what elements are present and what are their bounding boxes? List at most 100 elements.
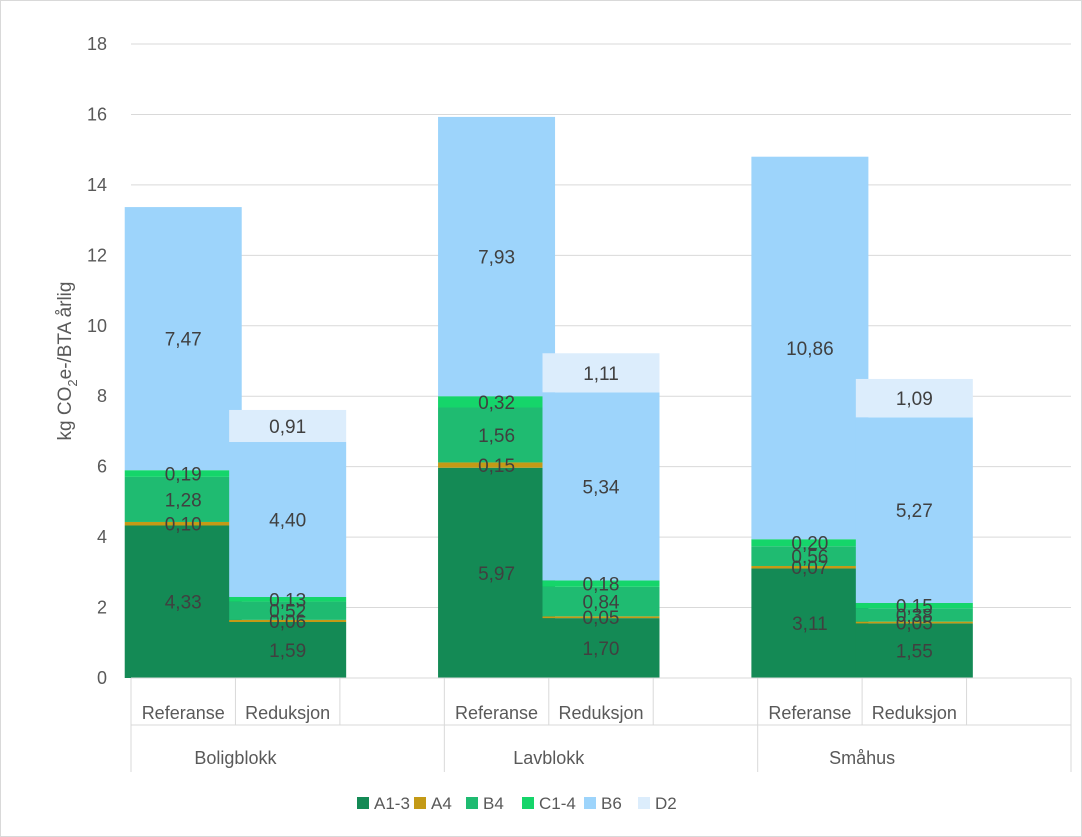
legend-swatch-b4 (466, 797, 478, 809)
y-tick-label: 6 (97, 457, 107, 477)
data-label: 0,10 (165, 515, 202, 536)
data-label: 0,52 (269, 602, 306, 623)
x-group-label: Boligblokk (194, 748, 277, 768)
y-tick-label: 10 (87, 316, 107, 336)
bar-b6-3 (542, 392, 660, 581)
x-category-label: Referanse (142, 703, 225, 723)
data-label: 0,19 (165, 465, 202, 486)
y-tick-label: 2 (97, 598, 107, 618)
legend: A1-3 A4 B4 C1-4 B6 D2 (357, 794, 677, 813)
bar-d2-1 (229, 409, 347, 443)
bar-a4-0 (124, 521, 242, 526)
bar-c1-4-1 (229, 596, 347, 602)
legend-swatch-c1-4 (522, 797, 534, 809)
bar-b4-4 (751, 546, 869, 566)
legend-label: B4 (483, 794, 504, 813)
x-category-label: Referanse (455, 703, 538, 723)
data-label: 5,34 (583, 477, 620, 498)
legend-swatch-a4 (414, 797, 426, 809)
bar-b4-0 (124, 476, 242, 522)
data-label: 1,11 (583, 364, 619, 385)
data-label: 0,15 (896, 597, 933, 618)
bar-b6-5 (855, 417, 973, 603)
data-label: 0,05 (896, 614, 933, 635)
data-label: 0,06 (269, 612, 306, 633)
y-tick-label: 8 (97, 386, 107, 406)
bar-b4-1 (229, 601, 347, 620)
data-label: 5,27 (896, 501, 933, 522)
bar-b4-2 (438, 407, 556, 463)
data-label: 1,09 (896, 389, 933, 410)
bar-c1-4-0 (124, 470, 242, 477)
legend-swatch-d2 (638, 797, 650, 809)
bar-a1-3-4 (751, 568, 869, 678)
data-label: 10,86 (786, 339, 834, 360)
bar-b6-0 (124, 207, 242, 471)
bars (124, 116, 973, 678)
x-category-label: Referanse (768, 703, 851, 723)
data-label: 1,55 (896, 642, 933, 663)
data-label: 0,32 (478, 393, 515, 414)
x-category-label: Reduksjon (245, 703, 330, 723)
legend-label: A4 (431, 794, 452, 813)
bar-b6-4 (751, 156, 869, 540)
y-tick-label: 12 (87, 245, 107, 265)
legend-swatch-b6 (584, 797, 596, 809)
bar-b6-1 (229, 442, 347, 597)
y-tick-label: 0 (97, 668, 107, 688)
data-label: 3,11 (792, 614, 828, 635)
x-category-label: Reduksjon (872, 703, 957, 723)
data-label: 5,97 (478, 564, 515, 585)
legend-label: D2 (655, 794, 677, 813)
legend-label: B6 (601, 794, 622, 813)
x-group-label: Småhus (829, 748, 895, 768)
bar-c1-4-2 (438, 396, 556, 408)
data-label: 1,56 (478, 426, 515, 447)
data-label: 7,47 (165, 330, 202, 351)
y-tick-label: 16 (87, 104, 107, 124)
legend-swatch-a1-3 (357, 797, 369, 809)
data-label: 1,28 (165, 490, 202, 511)
data-label: 0,20 (791, 534, 828, 555)
bar-a1-3-3 (542, 618, 660, 678)
data-label: 0,38 (896, 606, 933, 627)
bar-b6-2 (438, 116, 556, 397)
data-label: 7,93 (478, 248, 515, 269)
data-label: 0,07 (791, 558, 828, 579)
data-label: 0,84 (583, 593, 620, 614)
bar-b4-3 (542, 586, 660, 617)
bar-c1-4-3 (542, 580, 660, 587)
data-label: 0,18 (583, 575, 620, 596)
bar-a4-3 (542, 616, 660, 619)
x-category-label: Reduksjon (558, 703, 643, 723)
y-tick-label: 18 (87, 34, 107, 54)
x-group-label: Lavblokk (513, 748, 585, 768)
bar-c1-4-4 (751, 539, 869, 547)
y-tick-label: 14 (87, 175, 107, 195)
data-label: 0,15 (478, 456, 515, 477)
bar-c1-4-5 (855, 602, 973, 609)
data-label: 0,05 (583, 608, 620, 629)
bar-a4-5 (855, 621, 973, 624)
data-label: 0,13 (269, 590, 306, 611)
bar-a1-3-5 (855, 623, 973, 678)
bar-a4-1 (229, 619, 347, 622)
y-axis-label: kg CO2e-/BTA årlig (55, 282, 80, 441)
bar-a4-4 (751, 565, 869, 569)
legend-label: C1-4 (539, 794, 576, 813)
bar-a1-3-1 (229, 621, 347, 678)
bar-a1-3-0 (124, 525, 242, 678)
bar-d2-5 (855, 378, 973, 418)
data-label: 1,70 (583, 639, 620, 660)
bar-a1-3-2 (438, 467, 556, 678)
legend-label: A1-3 (374, 794, 410, 813)
data-label: 0,91 (269, 417, 306, 438)
bar-d2-3 (542, 353, 660, 393)
data-label: 4,33 (165, 593, 202, 614)
bar-a4-2 (438, 462, 556, 468)
data-label: 1,59 (269, 641, 306, 662)
data-label: 4,40 (269, 511, 306, 532)
bar-b4-5 (855, 608, 973, 622)
